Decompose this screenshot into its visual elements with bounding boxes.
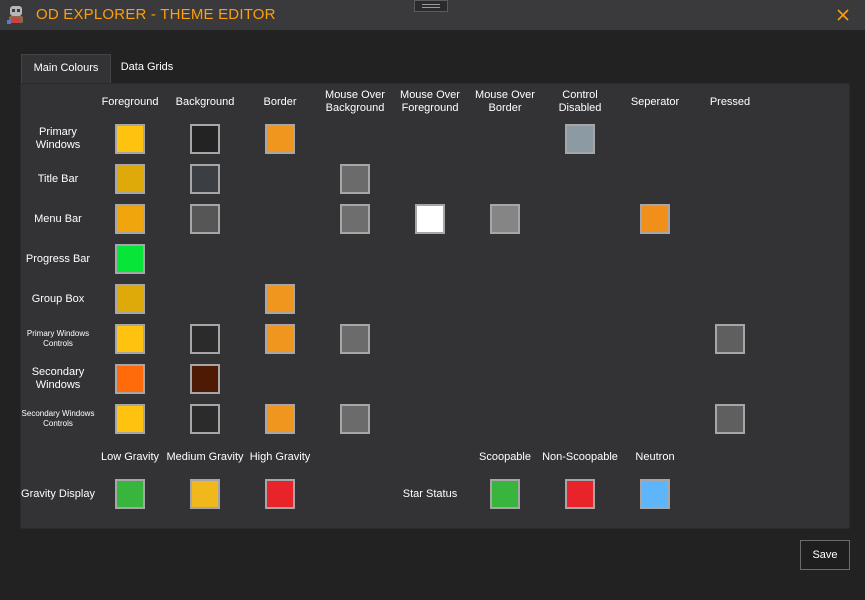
swatch-non-scoopable[interactable]: [565, 479, 595, 509]
row-label-star-status: Star Status: [402, 487, 458, 500]
swatch-title-bar-background[interactable]: [190, 164, 220, 194]
column-header-control-disabled: Control Disabled: [558, 89, 602, 114]
column-header-mouse-over-border: Mouse Over Border: [475, 89, 535, 114]
star-status-header-neutron: Neutron: [635, 450, 675, 463]
row-label-menu-bar: Menu Bar: [34, 212, 82, 225]
swatch-neutron[interactable]: [640, 479, 670, 509]
row-label-secondary-windows: Secondary Windows: [31, 366, 85, 391]
swatch-secondary-windows-controls-background[interactable]: [190, 404, 220, 434]
row-label-gravity-display: Gravity Display: [21, 487, 95, 500]
gravity-header-medium-gravity: Medium Gravity: [166, 450, 244, 463]
column-header-foreground: Foreground: [101, 95, 159, 108]
swatch-group-box-border[interactable]: [265, 284, 295, 314]
swatch-primary-windows-controls-foreground[interactable]: [115, 324, 145, 354]
row-label-title-bar: Title Bar: [37, 172, 79, 185]
close-button[interactable]: [831, 3, 855, 27]
swatch-menu-bar-mouse-over-background[interactable]: [340, 204, 370, 234]
row-label-primary-windows-controls: Primary Windows Controls: [26, 329, 90, 348]
column-header-seperator: Seperator: [630, 95, 680, 108]
tab-data-grids[interactable]: Data Grids: [120, 61, 174, 73]
close-icon: [837, 9, 849, 21]
swatch-primary-windows-controls-border[interactable]: [265, 324, 295, 354]
column-header-mouse-over-background: Mouse Over Background: [325, 89, 385, 114]
star-status-header-scoopable: Scoopable: [479, 450, 531, 463]
gravity-header-low-gravity: Low Gravity: [100, 450, 160, 463]
swatch-progress-bar-foreground[interactable]: [115, 244, 145, 274]
swatch-primary-windows-foreground[interactable]: [115, 124, 145, 154]
row-label-primary-windows: Primary Windows: [35, 126, 81, 151]
star-status-header-non-scoopable: Non-Scoopable: [542, 450, 618, 463]
swatch-menu-bar-background[interactable]: [190, 204, 220, 234]
tab-main-colours[interactable]: Main Colours: [21, 54, 111, 84]
gravity-header-high-gravity: High Gravity: [249, 450, 311, 463]
swatch-menu-bar-mouse-over-foreground[interactable]: [415, 204, 445, 234]
title-bar: OD EXPLORER - THEME EDITOR: [0, 0, 865, 30]
swatch-secondary-windows-controls-foreground[interactable]: [115, 404, 145, 434]
swatch-primary-windows-controls-mouse-over-background[interactable]: [340, 324, 370, 354]
swatch-secondary-windows-foreground[interactable]: [115, 364, 145, 394]
column-header-mouse-over-foreground: Mouse Over Foreground: [400, 89, 460, 114]
swatch-title-bar-foreground[interactable]: [115, 164, 145, 194]
swatch-primary-windows-controls-pressed[interactable]: [715, 324, 745, 354]
save-button[interactable]: Save: [800, 540, 850, 570]
swatch-menu-bar-mouse-over-border[interactable]: [490, 204, 520, 234]
swatch-secondary-windows-background[interactable]: [190, 364, 220, 394]
window-title: OD EXPLORER - THEME EDITOR: [36, 6, 276, 23]
row-label-group-box: Group Box: [31, 292, 85, 305]
swatch-primary-windows-background[interactable]: [190, 124, 220, 154]
swatch-menu-bar-foreground[interactable]: [115, 204, 145, 234]
swatch-menu-bar-seperator[interactable]: [640, 204, 670, 234]
drag-grip-icon[interactable]: [414, 0, 448, 12]
swatch-secondary-windows-controls-pressed[interactable]: [715, 404, 745, 434]
swatch-group-box-foreground[interactable]: [115, 284, 145, 314]
row-label-secondary-windows-controls: Secondary Windows Controls: [21, 409, 95, 428]
column-header-pressed: Pressed: [709, 95, 751, 108]
swatch-scoopable[interactable]: [490, 479, 520, 509]
swatch-primary-windows-controls-background[interactable]: [190, 324, 220, 354]
swatch-secondary-windows-controls-border[interactable]: [265, 404, 295, 434]
swatch-high-gravity[interactable]: [265, 479, 295, 509]
swatch-secondary-windows-controls-mouse-over-background[interactable]: [340, 404, 370, 434]
swatch-low-gravity[interactable]: [115, 479, 145, 509]
swatch-primary-windows-control-disabled[interactable]: [565, 124, 595, 154]
column-header-border: Border: [263, 95, 297, 108]
swatch-primary-windows-border[interactable]: [265, 124, 295, 154]
row-label-progress-bar: Progress Bar: [25, 252, 91, 265]
swatch-title-bar-mouse-over-background[interactable]: [340, 164, 370, 194]
main-colours-panel: [20, 83, 850, 529]
commander-avatar-icon: [6, 5, 26, 25]
column-header-background: Background: [175, 95, 235, 108]
swatch-medium-gravity[interactable]: [190, 479, 220, 509]
